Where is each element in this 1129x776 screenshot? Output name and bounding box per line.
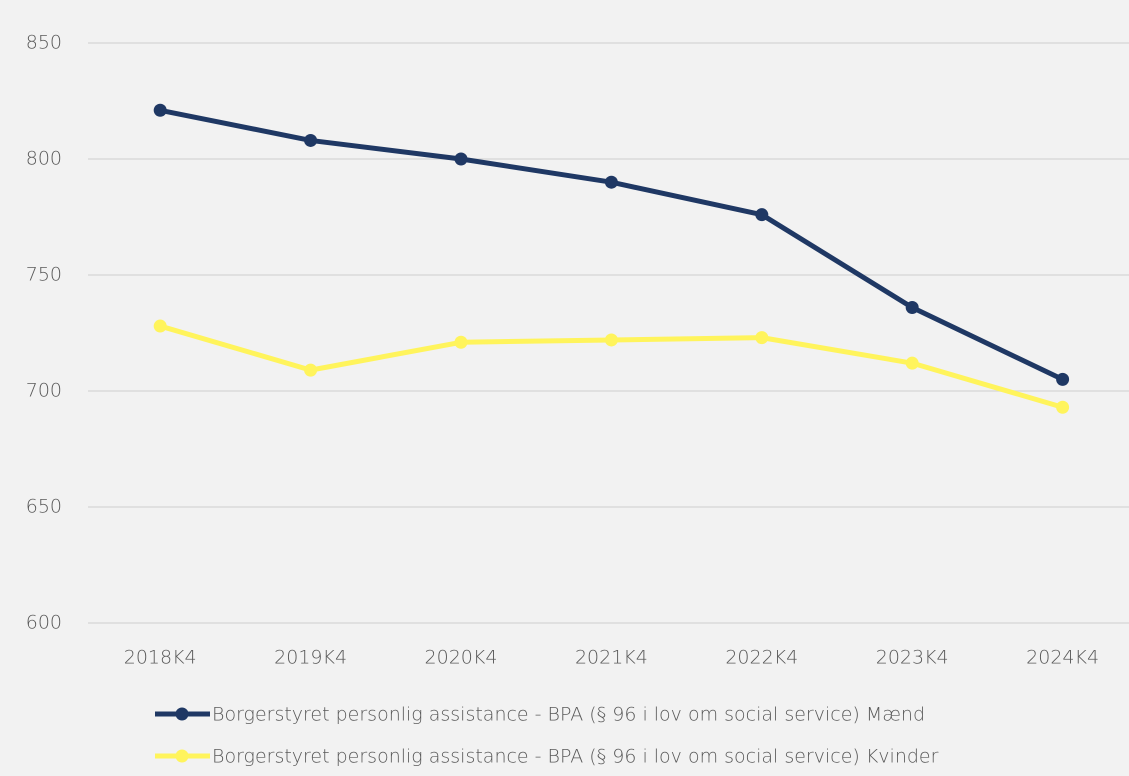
x-tick-label: 2021K4 <box>575 647 648 669</box>
point <box>454 335 468 349</box>
point <box>153 103 167 117</box>
y-tick-label: 800 <box>26 148 62 170</box>
x-tick-label: 2018K4 <box>124 647 197 669</box>
x-tick-label: 2023K4 <box>876 647 949 669</box>
legend-label: Borgerstyret personlig assistance - BPA … <box>212 704 925 726</box>
x-tick-label: 2020K4 <box>425 647 498 669</box>
x-tick-label: 2019K4 <box>274 647 347 669</box>
point <box>905 300 919 314</box>
legend-label: Borgerstyret personlig assistance - BPA … <box>212 746 939 768</box>
y-tick-label: 700 <box>26 380 62 402</box>
y-tick-label: 600 <box>26 612 62 634</box>
legend-marker <box>175 749 189 763</box>
point <box>454 152 468 166</box>
legend-marker <box>175 707 189 721</box>
y-tick-label: 750 <box>26 264 62 286</box>
point <box>1056 372 1070 386</box>
point <box>905 356 919 370</box>
point <box>304 363 318 377</box>
point <box>304 133 318 147</box>
point <box>604 175 618 189</box>
x-tick-label: 2022K4 <box>725 647 798 669</box>
point <box>755 331 769 345</box>
point <box>604 333 618 347</box>
point <box>153 319 167 333</box>
y-tick-label: 650 <box>26 496 62 518</box>
point <box>755 208 769 222</box>
y-tick-label: 850 <box>26 32 62 54</box>
point <box>1056 400 1070 414</box>
x-tick-label: 2024K4 <box>1026 647 1099 669</box>
